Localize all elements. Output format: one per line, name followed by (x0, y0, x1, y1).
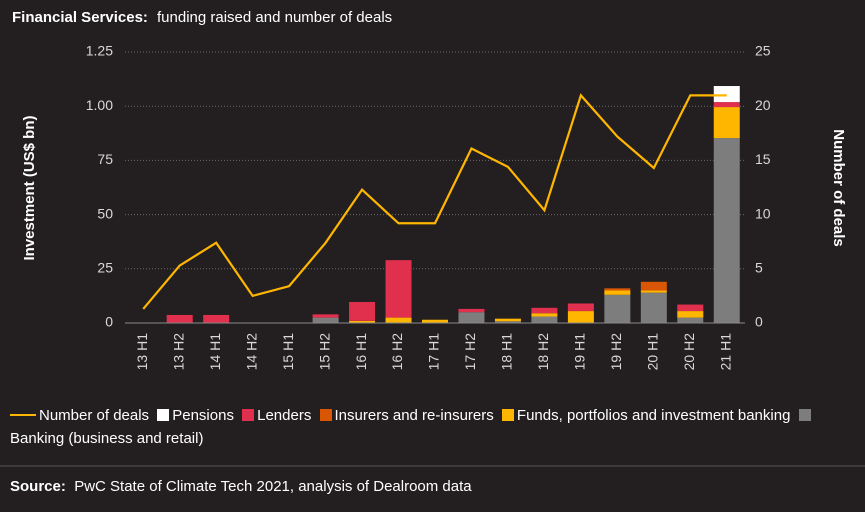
legend-label: Banking (business and retail) (10, 430, 204, 447)
bar-segment (531, 307, 558, 314)
x-tick-label: 16 H2 (389, 333, 405, 371)
bar-segment (604, 288, 631, 291)
y-tick-label: 25 (97, 260, 113, 276)
bar-segment (713, 102, 740, 108)
x-tick-label: 15 H1 (280, 333, 296, 371)
legend-swatch (798, 409, 811, 421)
bar-segment (567, 311, 594, 323)
bar-segment (349, 301, 376, 321)
bar-segment (604, 290, 631, 295)
bar-segment (677, 311, 704, 318)
source-text: PwC State of Climate Tech 2021, analysis… (74, 478, 472, 495)
legend-label: Funds, portfolios and investment banking (516, 407, 791, 424)
bar-segment (640, 281, 667, 291)
y2-tick-label: 25 (755, 43, 771, 59)
x-tick-label: 16 H1 (353, 333, 369, 371)
x-tick-label: 18 H1 (499, 333, 515, 371)
source-label: Source: (10, 478, 66, 495)
line-series (142, 93, 727, 310)
y-tick-label: 75 (97, 151, 113, 167)
legend-swatch (157, 409, 170, 421)
bar-segment (677, 317, 704, 323)
bar-segment (312, 317, 339, 323)
legend-swatch (501, 409, 514, 421)
legend-item: Banking (business and retail) (10, 407, 814, 447)
y2-tick-label: 5 (755, 260, 763, 276)
bar-segment (458, 312, 485, 323)
bar-segment (422, 319, 448, 323)
chart-title: Financial Services: (12, 9, 148, 26)
x-tick-label: 18 H2 (535, 333, 551, 371)
legend-label: Number of deals (39, 407, 150, 424)
bar-segment (713, 107, 740, 139)
legend-item: Lenders (242, 407, 311, 424)
x-tick-label: 20 H1 (645, 333, 661, 371)
y2-axis-label: Number of deals (830, 129, 847, 247)
x-tick-label: 15 H2 (316, 333, 332, 371)
bar-segment (203, 314, 230, 323)
bar-segment (677, 304, 704, 312)
bar-segment (567, 303, 594, 312)
legend-swatch (242, 409, 255, 421)
x-tick-label: 14 H2 (243, 333, 259, 371)
bar-segment (385, 260, 412, 318)
bar-segment (531, 313, 558, 317)
bar-segment (713, 138, 740, 323)
x-tick-label: 19 H1 (572, 333, 588, 371)
x-tick-label: 19 H2 (608, 333, 624, 371)
y2-tick-label: 0 (755, 314, 763, 330)
x-tick-label: 14 H1 (207, 333, 223, 371)
chart-subtitle: funding raised and number of deals (157, 9, 392, 26)
y-tick-label: 1.25 (86, 43, 113, 59)
bar-segment (385, 317, 412, 323)
x-tick-label: 17 H2 (462, 333, 478, 371)
legend-swatch (10, 414, 36, 416)
y2-tick-label: 20 (755, 97, 771, 113)
bar-segment (640, 292, 667, 323)
y-tick-label: 50 (97, 205, 113, 221)
y-axis-label: Investment (US$ bn) (21, 115, 38, 260)
bar-segment (166, 314, 193, 323)
source: Source: PwC State of Climate Tech 2021, … (10, 478, 472, 495)
y2-tick-label: 15 (755, 151, 771, 167)
x-tick-label: 20 H2 (681, 333, 697, 371)
bar-segment (494, 318, 521, 322)
y-tick-label: 1.00 (86, 97, 113, 113)
bar-segment (713, 86, 740, 103)
bar-segment (604, 294, 631, 323)
legend-label: Insurers and re-insurers (334, 407, 494, 424)
legend-swatch (319, 409, 332, 421)
bar-segment (349, 320, 376, 323)
y2-tick-label: 10 (755, 205, 771, 221)
bar-segment (458, 308, 485, 313)
bar-segment (494, 321, 521, 323)
legend: Number of deals Pensions Lenders Insurer… (10, 404, 830, 450)
legend-item: Insurers and re-insurers (319, 407, 494, 424)
bar-segment (531, 316, 558, 323)
legend-item: Pensions (157, 407, 234, 424)
x-tick-label: 13 H2 (170, 333, 186, 371)
legend-item: Funds, portfolios and investment banking (501, 407, 791, 424)
legend-label: Pensions (172, 407, 234, 424)
legend-label: Lenders (257, 407, 312, 424)
x-tick-label: 21 H1 (717, 333, 733, 371)
x-tick-label: 13 H1 (134, 333, 150, 371)
y-tick-label: 0 (105, 314, 113, 330)
bar-segment (312, 314, 339, 318)
bar-segment (640, 290, 667, 293)
legend-item: Number of deals (10, 407, 149, 424)
x-tick-label: 17 H1 (426, 333, 442, 371)
